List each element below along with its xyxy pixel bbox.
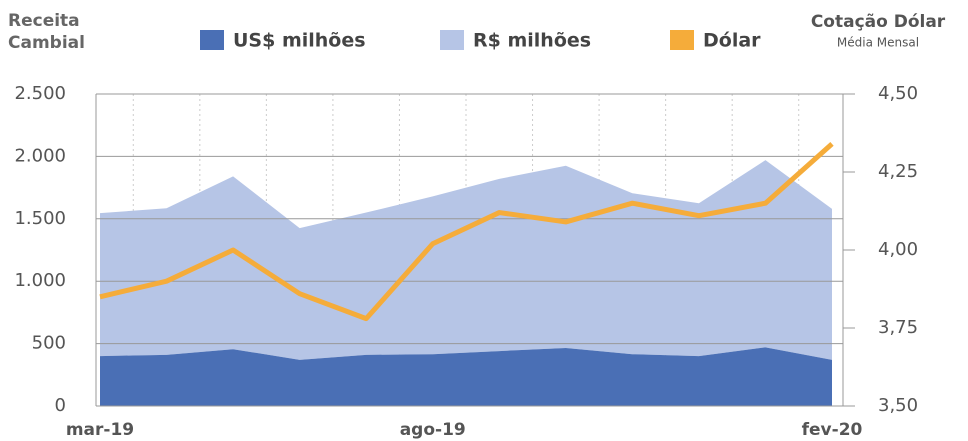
y2-label: Cotação Dólar	[811, 12, 946, 32]
y-tick-label: 500	[32, 333, 66, 354]
y2-tick-label: 3,50	[878, 395, 918, 416]
y-tick-label: 1.000	[14, 270, 66, 291]
legend-label: Dólar	[703, 30, 761, 52]
y-tick-label: 0	[55, 395, 66, 416]
y2-tick-label: 3,75	[878, 317, 918, 338]
legend-label: R$ milhões	[473, 30, 591, 52]
x-tick-label: fev-20	[802, 420, 863, 440]
y2-tick-label: 4,25	[878, 161, 918, 182]
y2-tick-label: 4,00	[878, 239, 918, 260]
y-label: Receita Cambial	[8, 11, 85, 53]
legend-label: US$ milhões	[233, 30, 366, 52]
y-tick-label: 2.000	[14, 145, 66, 166]
area-rs	[100, 160, 832, 360]
line-dolar	[99, 142, 834, 322]
y-tick-label: 2.500	[14, 83, 66, 104]
legend-swatch	[200, 30, 224, 50]
x-tick-label: ago-19	[400, 420, 466, 440]
legend-swatch	[670, 30, 694, 50]
area-us	[100, 347, 832, 406]
x-tick-label: mar-19	[66, 420, 134, 440]
y2-sublabel: Média Mensal	[837, 36, 919, 50]
legend-swatch	[440, 30, 464, 50]
y2-tick-label: 4,50	[878, 83, 918, 104]
y-tick-label: 1.500	[14, 208, 66, 229]
